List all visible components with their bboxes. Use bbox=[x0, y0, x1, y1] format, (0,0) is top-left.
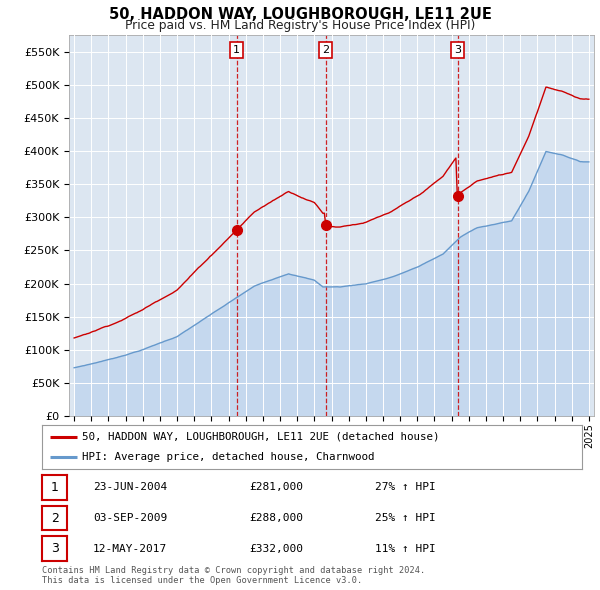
Text: 2: 2 bbox=[322, 45, 329, 55]
Text: 03-SEP-2009: 03-SEP-2009 bbox=[93, 513, 167, 523]
Text: 1: 1 bbox=[50, 481, 59, 494]
Text: 12-MAY-2017: 12-MAY-2017 bbox=[93, 544, 167, 553]
Text: 50, HADDON WAY, LOUGHBOROUGH, LE11 2UE: 50, HADDON WAY, LOUGHBOROUGH, LE11 2UE bbox=[109, 7, 491, 22]
Text: HPI: Average price, detached house, Charnwood: HPI: Average price, detached house, Char… bbox=[83, 452, 375, 462]
Text: 11% ↑ HPI: 11% ↑ HPI bbox=[375, 544, 436, 553]
Text: £288,000: £288,000 bbox=[249, 513, 303, 523]
Text: 3: 3 bbox=[50, 542, 59, 555]
Text: 25% ↑ HPI: 25% ↑ HPI bbox=[375, 513, 436, 523]
Text: £332,000: £332,000 bbox=[249, 544, 303, 553]
Text: Contains HM Land Registry data © Crown copyright and database right 2024.
This d: Contains HM Land Registry data © Crown c… bbox=[42, 566, 425, 585]
Text: 50, HADDON WAY, LOUGHBOROUGH, LE11 2UE (detached house): 50, HADDON WAY, LOUGHBOROUGH, LE11 2UE (… bbox=[83, 432, 440, 442]
Text: 3: 3 bbox=[454, 45, 461, 55]
Text: Price paid vs. HM Land Registry's House Price Index (HPI): Price paid vs. HM Land Registry's House … bbox=[125, 19, 475, 32]
Text: £281,000: £281,000 bbox=[249, 483, 303, 492]
Text: 1: 1 bbox=[233, 45, 240, 55]
Text: 23-JUN-2004: 23-JUN-2004 bbox=[93, 483, 167, 492]
Text: 2: 2 bbox=[50, 512, 59, 525]
Text: 27% ↑ HPI: 27% ↑ HPI bbox=[375, 483, 436, 492]
